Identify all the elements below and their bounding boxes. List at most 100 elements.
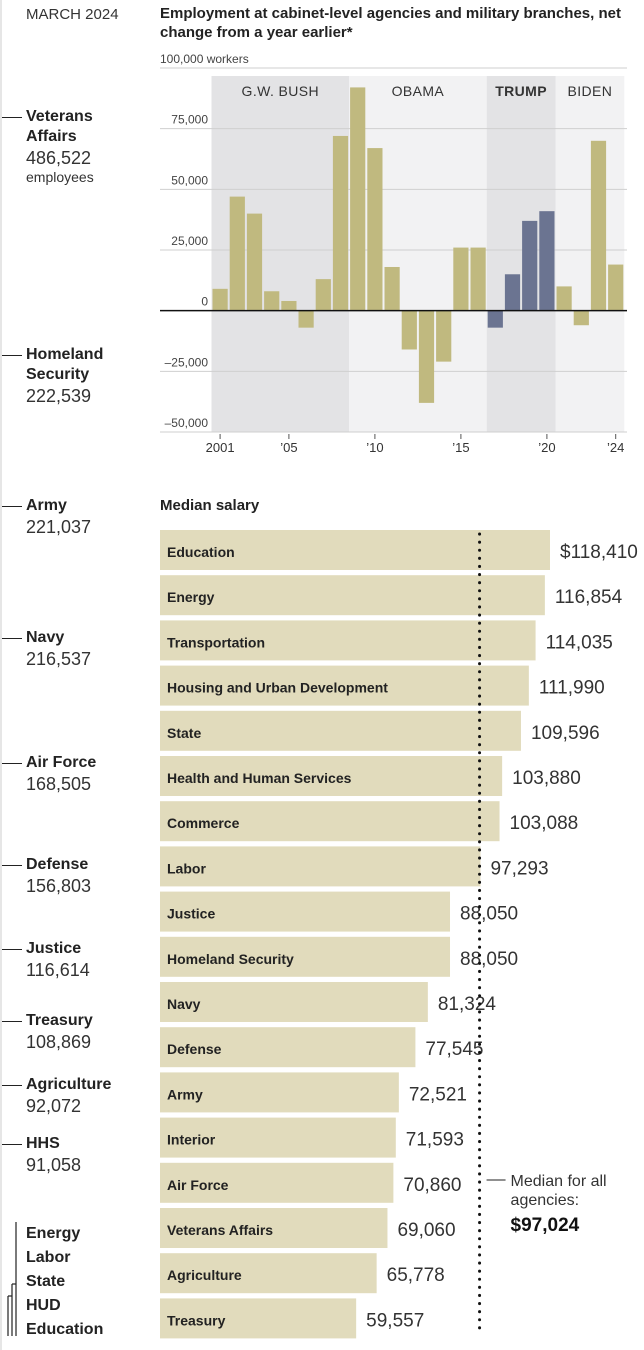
salary-bar-label: Commerce — [167, 815, 240, 831]
y-tick-label: –25,000 — [165, 355, 209, 369]
agency-name: Treasury — [26, 1012, 93, 1029]
salary-bar — [160, 1298, 357, 1339]
bar-2002 — [229, 196, 245, 311]
salary-bar — [160, 1162, 394, 1203]
median-label: agencies: — [511, 1192, 580, 1209]
salary-bar — [160, 665, 529, 706]
employment-change-chart: G.W. BUSH OBAMA TRUMP BIDEN 100,000 workers 7… — [160, 52, 627, 455]
date-label: MARCH 2024 — [26, 6, 119, 23]
salary-value-label: 116,854 — [555, 587, 623, 608]
agency-count: 116,614 — [26, 960, 90, 980]
salary-value-label: 114,035 — [546, 632, 613, 653]
agency-name: Veterans Affairs — [26, 108, 93, 145]
salary-bar-label: Health and Human Services — [167, 770, 352, 786]
agency-name: Navy — [26, 629, 65, 646]
left-edge-divider — [0, 0, 2, 1350]
salary-bar-label: Energy — [167, 589, 215, 605]
median-value: $97,024 — [511, 1215, 580, 1236]
y-tick-label: –50,000 — [165, 416, 209, 430]
salary-bar — [160, 756, 503, 796]
x-tick-label: ’15 — [452, 440, 469, 455]
agency-name: Agriculture — [26, 1076, 112, 1093]
bar-2024 — [608, 264, 624, 311]
agency-agriculture: Agriculture 92,072 — [0, 1075, 150, 1117]
salary-value-label: 59,557 — [366, 1310, 424, 1331]
salary-value-label: 103,880 — [512, 768, 581, 789]
bar-2009 — [350, 87, 366, 311]
era-label: OBAMA — [392, 83, 445, 99]
bar-2021 — [556, 286, 572, 311]
bar-2004 — [264, 291, 280, 311]
salary-value-label: 97,293 — [490, 858, 548, 879]
salary-bar — [160, 1027, 416, 1068]
agency-hhs: HHS 91,058 — [0, 1134, 150, 1176]
salary-value-label: 88,050 — [460, 904, 518, 925]
salary-bar — [160, 982, 428, 1022]
x-tick-label: ’20 — [538, 440, 555, 455]
salary-value-label: $118,410 — [560, 542, 638, 563]
y-tick-label: 100,000 workers — [160, 52, 249, 66]
bar-2006 — [298, 310, 314, 328]
bar-2019 — [522, 220, 538, 311]
agency-count: 216,537 — [26, 649, 92, 669]
salary-bar — [160, 620, 536, 661]
small-agencies-bracket — [7, 1222, 17, 1336]
bar-2003 — [246, 213, 263, 311]
salary-value-label: 69,060 — [397, 1220, 455, 1241]
salary-bar-label: State — [167, 725, 201, 741]
salary-bar-label: Interior — [167, 1132, 216, 1148]
era-label: TRUMP — [495, 83, 547, 99]
salary-value-label: 81,324 — [438, 994, 497, 1015]
small-agency-name: State — [26, 1273, 66, 1290]
agency-tick — [2, 949, 22, 950]
agency-size-list: MARCH 2024 Veterans Affairs 486,522 empl… — [0, 0, 150, 1350]
median-label: Median for all — [511, 1173, 607, 1190]
agency-count: 221,037 — [26, 517, 92, 537]
salary-value-label: 70,860 — [403, 1175, 461, 1196]
y-tick-label: 75,000 — [171, 113, 208, 127]
agency-count: 108,869 — [26, 1032, 92, 1052]
salary-value-label: 103,088 — [510, 813, 579, 834]
agency-tick — [2, 506, 22, 507]
agency-justice: Justice 116,614 — [0, 939, 150, 981]
small-agency-name: HUD — [26, 1297, 61, 1314]
salary-bar-label: Agriculture — [167, 1267, 242, 1283]
small-agencies-list: Energy Labor State HUD Education — [26, 1222, 103, 1342]
era-label: BIDEN — [568, 83, 613, 99]
agency-name: HHS — [26, 1135, 60, 1152]
agency-tick — [2, 1085, 22, 1086]
salary-bar-label: Homeland Security — [167, 951, 294, 967]
bar-2013 — [418, 310, 435, 403]
salary-bar-label: Transportation — [167, 634, 265, 650]
agency-tick — [2, 355, 22, 356]
salary-bar-label: Justice — [167, 906, 215, 922]
salary-value-label: 71,593 — [406, 1130, 464, 1151]
salary-bar — [160, 1253, 377, 1294]
agency-navy: Navy 216,537 — [0, 628, 150, 670]
agency-tick — [2, 638, 22, 639]
bar-2023 — [590, 140, 607, 311]
small-agency-name: Labor — [26, 1249, 71, 1266]
small-agency-name: Education — [26, 1321, 104, 1338]
salary-bar-label: Air Force — [167, 1177, 229, 1193]
bar-2008 — [332, 135, 349, 311]
bar-2007 — [315, 279, 331, 311]
bar-2011 — [384, 266, 400, 311]
bar-2016 — [470, 247, 486, 311]
salary-bar — [160, 891, 451, 932]
agency-tick — [2, 117, 22, 118]
salary-chart-title: Median salary — [160, 497, 260, 514]
agency-tick — [2, 763, 22, 764]
agency-count: 222,539 — [26, 386, 92, 406]
salary-bar — [160, 530, 550, 570]
agency-tick — [2, 1021, 22, 1022]
x-tick-label: ’24 — [607, 440, 624, 455]
salary-value-label: 88,050 — [460, 949, 518, 970]
salary-bar — [160, 1208, 388, 1248]
era-shade — [555, 76, 625, 432]
salary-bar-label: Treasury — [167, 1312, 226, 1328]
agency-name: Air Force — [26, 754, 97, 771]
salary-value-label: 109,596 — [531, 723, 600, 744]
salary-bar-label: Education — [167, 544, 235, 560]
